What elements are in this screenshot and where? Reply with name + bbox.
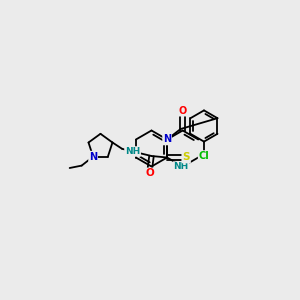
Text: N: N bbox=[89, 152, 97, 162]
Text: O: O bbox=[178, 106, 187, 116]
Text: Cl: Cl bbox=[199, 151, 209, 161]
Text: NH: NH bbox=[174, 162, 189, 171]
Text: S: S bbox=[182, 152, 190, 163]
Text: O: O bbox=[146, 168, 154, 178]
Text: NH: NH bbox=[125, 147, 140, 156]
Text: N: N bbox=[163, 134, 171, 145]
